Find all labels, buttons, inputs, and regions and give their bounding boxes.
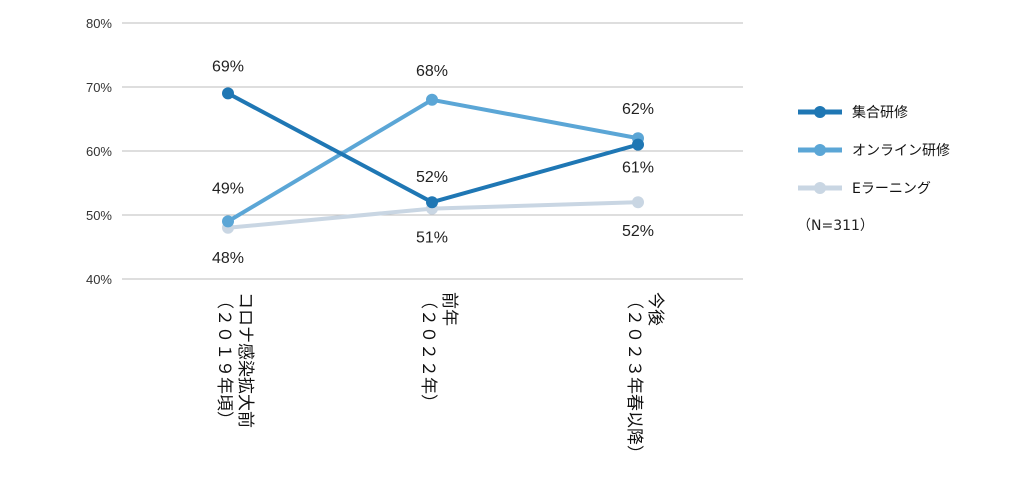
category-label-line: コロナ感染拡大前 — [235, 292, 255, 428]
legend-marker — [814, 182, 826, 194]
category-label-line: （２０２２年） — [418, 292, 438, 411]
legend-label: オンライン研修 — [852, 143, 950, 159]
legend-marker — [814, 144, 826, 156]
data-label: 48% — [212, 250, 244, 267]
legend-item: オンライン研修 — [798, 143, 950, 159]
x-axis-categories: コロナ感染拡大前（２０１９年頃） 前年（２０２２年） 今後（２０２３年春以降） — [214, 292, 665, 462]
data-label: 61% — [622, 160, 654, 177]
legend-label: Eラーニング — [852, 181, 931, 197]
category-label: 今後（２０２３年春以降） — [624, 292, 665, 462]
data-label: 68% — [416, 63, 448, 80]
data-label: 51% — [416, 230, 448, 247]
data-label: 49% — [212, 180, 244, 197]
legend-marker — [814, 106, 826, 118]
category-label: 前年（２０２２年） — [418, 292, 459, 411]
y-tick-label: 40% — [86, 272, 112, 287]
category-label-line: （２０１９年頃） — [214, 292, 234, 428]
y-tick-label: 80% — [86, 16, 112, 31]
data-point — [426, 93, 438, 106]
category-label: コロナ感染拡大前（２０１９年頃） — [214, 292, 255, 428]
series-lines — [222, 87, 644, 234]
y-tick-label: 60% — [86, 144, 112, 159]
category-label-line: （２０２３年春以降） — [624, 292, 644, 462]
data-label: 69% — [212, 58, 244, 75]
y-axis-ticks: 40% 50% 60% 70% 80% — [86, 16, 112, 287]
data-point — [222, 215, 234, 228]
data-label: 52% — [416, 169, 448, 186]
category-label-line: 今後 — [645, 292, 665, 326]
sample-size-note: （N=311） — [797, 218, 874, 234]
data-point — [632, 138, 644, 151]
data-labels: 69% 52% 61% 49% 68% 62% 48% 51% 52% — [212, 58, 654, 266]
category-label-line: 前年 — [439, 292, 459, 326]
data-point — [222, 87, 234, 100]
legend-label: 集合研修 — [852, 104, 908, 121]
data-point — [426, 196, 438, 209]
data-label: 52% — [622, 223, 654, 240]
y-tick-label: 50% — [86, 208, 112, 223]
data-label: 62% — [622, 101, 654, 118]
grid-lines — [122, 22, 743, 280]
y-tick-label: 70% — [86, 80, 112, 95]
legend-item: 集合研修 — [798, 104, 908, 121]
legend-item: Eラーニング — [798, 181, 931, 197]
data-point — [632, 196, 644, 209]
